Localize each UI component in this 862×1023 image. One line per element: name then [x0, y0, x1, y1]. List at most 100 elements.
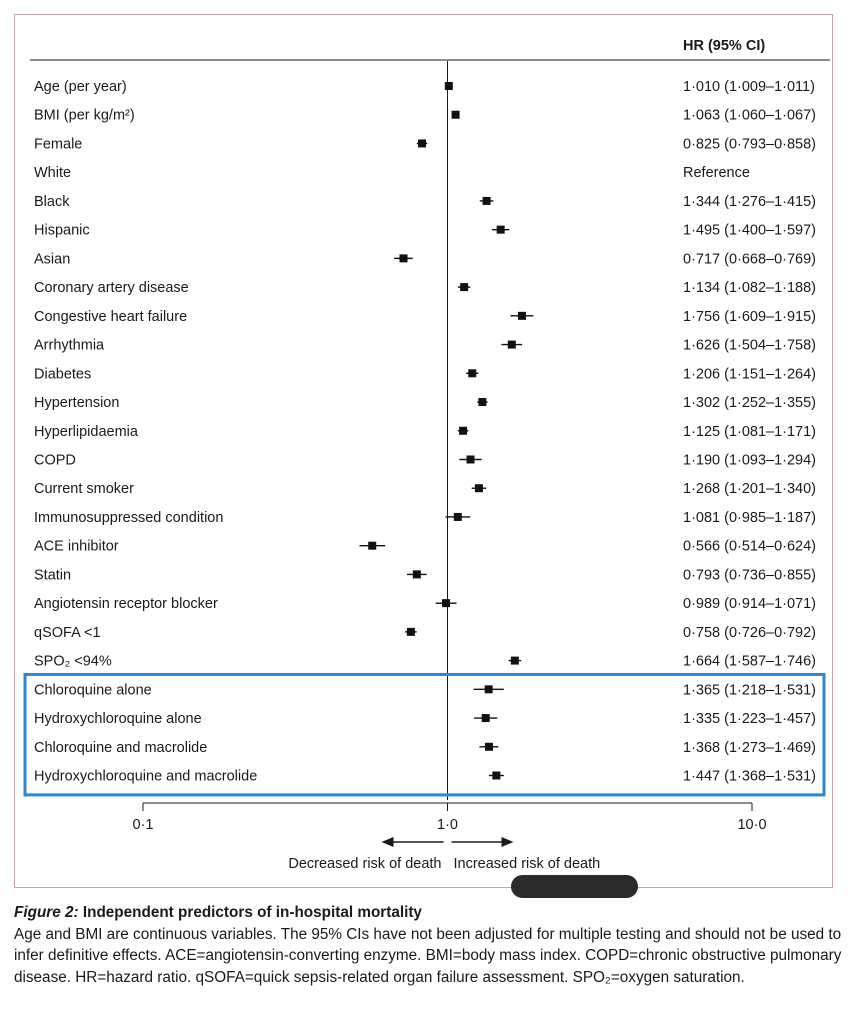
row-label: Congestive heart failure — [34, 309, 187, 325]
hr-marker — [496, 225, 505, 234]
hr-marker — [399, 254, 408, 263]
x-tick-label: 10·0 — [737, 817, 766, 833]
row-hr-text: 1·302 (1·252–1·355) — [683, 395, 816, 411]
x-axis: 0·1 1·0 10·0 Decreased risk of death Increas… — [133, 802, 767, 872]
hr-marker — [468, 369, 477, 378]
caption-body: Age and BMI are continuous variables. Th… — [14, 925, 842, 986]
forest-row: Coronary artery disease 1·134 (1·082–1·18… — [34, 280, 816, 296]
row-label: Chloroquine and macrolide — [34, 740, 207, 756]
forest-row: Hypertension 1·302 (1·252–1·355) — [34, 395, 816, 411]
row-label: Hydroxychloroquine and macrolide — [34, 769, 257, 785]
row-label: White — [34, 165, 71, 181]
forest-row: White Reference — [34, 165, 750, 181]
row-hr-text: 0·825 (0·793–0·858) — [683, 136, 816, 152]
hr-marker — [453, 512, 462, 521]
forest-row: Asian 0·717 (0·668–0·769) — [34, 251, 816, 267]
caption-title: Figure 2: Independent predictors of in-h… — [14, 902, 850, 924]
decreased-risk-label: Decreased risk of death — [288, 856, 441, 872]
row-label: SPO₂ <94% — [34, 654, 112, 670]
row-hr-text: 1·206 (1·151–1·264) — [683, 366, 816, 382]
hr-marker — [418, 139, 427, 148]
hr-marker — [474, 484, 483, 493]
forest-row: Hydroxychloroquine alone 1·335 (1·223–1·4… — [34, 711, 816, 727]
row-label: Asian — [34, 251, 70, 267]
hr-marker — [517, 311, 526, 320]
row-hr-text: 1·335 (1·223–1·457) — [683, 711, 816, 727]
arrow-left-head — [381, 837, 394, 847]
row-label: Current smoker — [34, 481, 134, 497]
forest-row: Hydroxychloroquine and macrolide 1·447 (1… — [34, 769, 816, 785]
hr-marker — [406, 627, 415, 636]
increased-risk-label: Increased risk of death — [454, 856, 601, 872]
row-hr-text: 1·368 (1·273–1·469) — [683, 740, 816, 756]
forest-row: COPD 1·190 (1·093–1·294) — [34, 452, 816, 468]
row-hr-text: 0·566 (0·514–0·624) — [683, 539, 816, 555]
hr-marker — [412, 570, 421, 579]
row-hr-text: 0·989 (0·914–1·071) — [683, 596, 816, 612]
row-hr-text: 1·344 (1·276–1·415) — [683, 194, 816, 210]
forest-row: Black 1·344 (1·276–1·415) — [34, 194, 816, 210]
figure-panel — [14, 14, 833, 888]
forest-row: Diabetes 1·206 (1·151–1·264) — [34, 366, 816, 382]
row-hr-text: 1·268 (1·201–1·340) — [683, 481, 816, 497]
x-tick-label: 1·0 — [437, 817, 458, 833]
row-label: Angiotensin receptor blocker — [34, 596, 218, 612]
row-hr-text: 1·626 (1·504–1·758) — [683, 338, 816, 354]
forest-row: Congestive heart failure 1·756 (1·609–1·9… — [34, 309, 816, 325]
scrollbar-thumb[interactable] — [511, 875, 638, 898]
column-header: HR (95% CI) — [683, 38, 765, 54]
hr-marker — [507, 340, 516, 349]
hr-marker — [466, 455, 475, 464]
row-hr-text: 1·125 (1·081–1·171) — [683, 424, 816, 440]
hr-marker — [484, 742, 493, 751]
row-hr-text: 1·081 (0·985–1·187) — [683, 510, 816, 526]
row-label: Hispanic — [34, 223, 90, 239]
forest-row: qSOFA <1 0·758 (0·726–0·792) — [34, 625, 816, 641]
row-label: Hydroxychloroquine alone — [34, 711, 202, 727]
row-label: BMI (per kg/m²) — [34, 108, 135, 124]
caption-figure-label: Figure 2: — [14, 904, 79, 921]
row-label: qSOFA <1 — [34, 625, 101, 641]
row-label: Age (per year) — [34, 79, 127, 95]
caption-figure-title: Independent predictors of in-hospital mo… — [78, 904, 422, 921]
row-hr-text: 1·447 (1·368–1·531) — [683, 769, 816, 785]
hr-marker — [442, 599, 451, 608]
row-label: Statin — [34, 567, 71, 583]
forest-plot: HR (95% CI) Age (per year) 1·010 (1·009–1… — [23, 38, 830, 872]
row-hr-text: 1·664 (1·587–1·746) — [683, 654, 816, 670]
row-label: ACE inhibitor — [34, 539, 119, 555]
hr-marker — [459, 426, 468, 435]
row-hr-text: 0·758 (0·726–0·792) — [683, 625, 816, 641]
hr-marker — [492, 771, 501, 780]
hr-marker — [460, 283, 469, 292]
row-hr-text: 0·717 (0·668–0·769) — [683, 251, 816, 267]
forest-row: Immunosuppressed condition 1·081 (0·985–1… — [34, 510, 816, 526]
forest-row: Hispanic 1·495 (1·400–1·597) — [34, 223, 816, 239]
hr-marker — [451, 110, 460, 119]
row-hr-text: 1·190 (1·093–1·294) — [683, 452, 816, 468]
x-tick-label: 0·1 — [133, 817, 154, 833]
forest-row: Angiotensin receptor blocker 0·989 (0·914… — [34, 596, 816, 612]
forest-row: Female 0·825 (0·793–0·858) — [34, 136, 816, 152]
hr-marker — [510, 656, 519, 665]
row-hr-text: 1·134 (1·082–1·188) — [683, 280, 816, 296]
row-hr-text: 1·495 (1·400–1·597) — [683, 223, 816, 239]
arrow-right-head — [501, 837, 514, 847]
row-label: Arrhythmia — [34, 338, 105, 354]
forest-row: Current smoker 1·268 (1·201–1·340) — [34, 481, 816, 497]
row-hr-text: 1·063 (1·060–1·067) — [683, 108, 816, 124]
hr-marker — [482, 196, 491, 205]
highlight-box — [23, 672, 826, 797]
forest-row: Hyperlipidaemia 1·125 (1·081–1·171) — [34, 424, 816, 440]
rows-layer: Age (per year) 1·010 (1·009–1·011) BMI (pe… — [23, 61, 826, 800]
row-label: Coronary artery disease — [34, 280, 189, 296]
row-hr-text: 1·756 (1·609–1·915) — [683, 309, 816, 325]
row-label: COPD — [34, 452, 76, 468]
row-label: Diabetes — [34, 366, 91, 382]
forest-row: SPO₂ <94% 1·664 (1·587–1·746) — [34, 654, 816, 670]
hr-marker — [484, 685, 493, 694]
hr-marker — [478, 398, 487, 407]
row-label: Black — [34, 194, 70, 210]
row-hr-text: 1·365 (1·218–1·531) — [683, 682, 816, 698]
forest-row: BMI (per kg/m²) 1·063 (1·060–1·067) — [34, 108, 816, 124]
